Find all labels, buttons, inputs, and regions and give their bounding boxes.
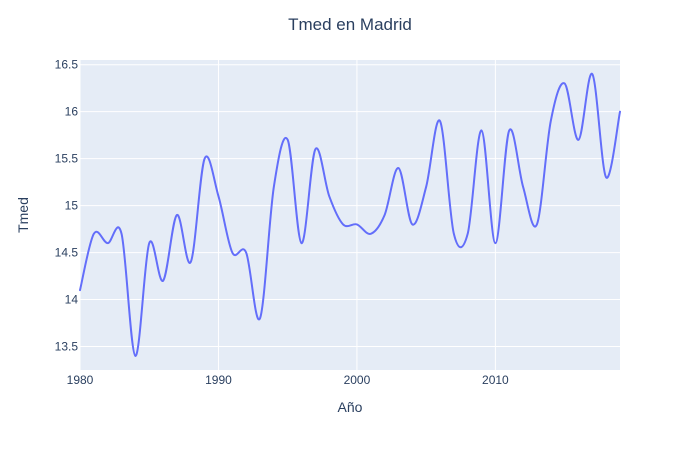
y-axis-ticks: 13.5 14 14.5 15 15.5 16 16.5 <box>55 58 79 354</box>
y-tick-label: 14.5 <box>55 246 79 260</box>
y-tick-label: 15.5 <box>55 152 79 166</box>
x-axis-ticks: 1980 1990 2000 2010 <box>67 373 509 387</box>
y-tick-label: 13.5 <box>55 340 79 354</box>
x-tick-label: 1980 <box>67 373 94 387</box>
y-tick-label: 15 <box>65 199 79 213</box>
x-tick-label: 2010 <box>482 373 509 387</box>
x-tick-label: 1990 <box>205 373 232 387</box>
y-tick-label: 16.5 <box>55 58 79 72</box>
series-line <box>79 73 621 357</box>
series-layer <box>79 73 621 357</box>
chart-title: Tmed en Madrid <box>288 15 412 34</box>
y-tick-label: 16 <box>65 105 79 119</box>
x-axis-title: Año <box>338 399 363 415</box>
y-tick-label: 14 <box>65 293 79 307</box>
y-axis-title: Tmed <box>15 197 31 233</box>
x-tick-label: 2000 <box>344 373 371 387</box>
